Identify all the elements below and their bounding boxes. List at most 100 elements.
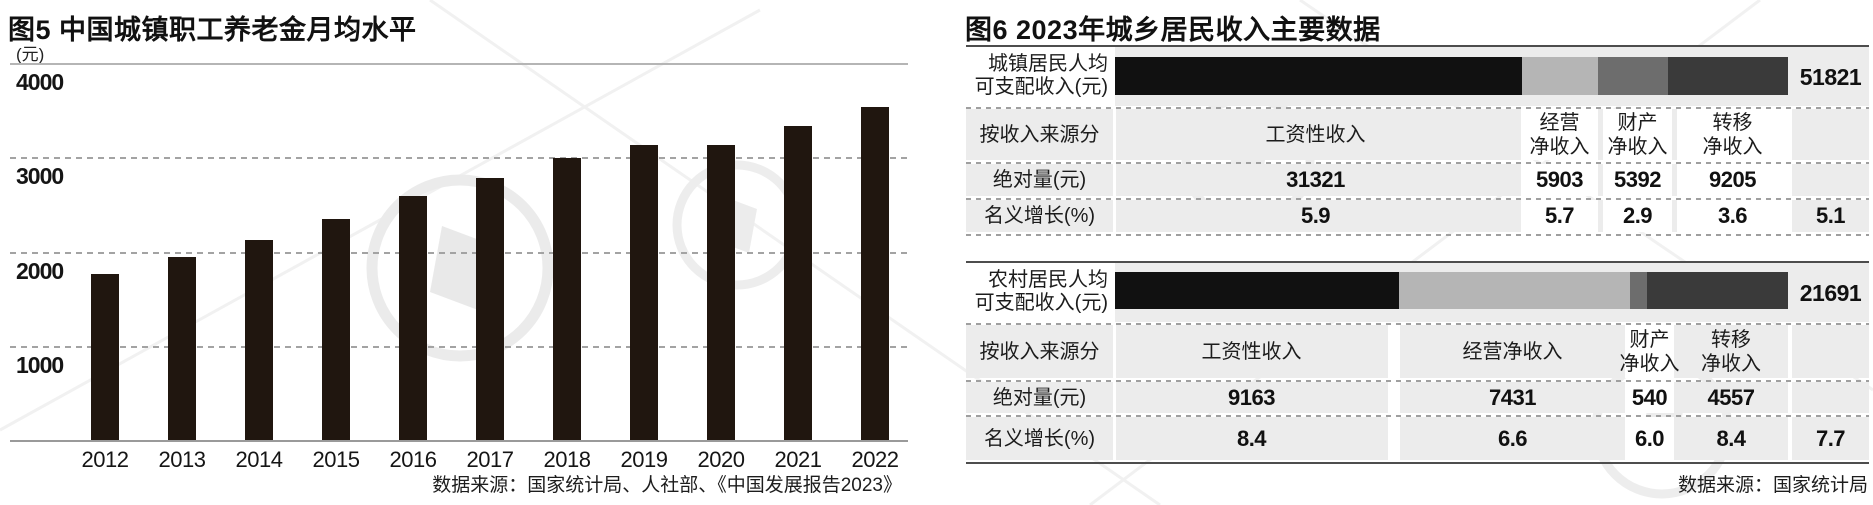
urban-growth-white-cell-5 <box>1788 200 1792 232</box>
urban-growth-white-cell-1 <box>1113 200 1116 232</box>
rural-growth-white-cell-3 <box>1625 417 1674 460</box>
urban-divider-2 <box>966 162 1869 164</box>
figure6-source-note: 数据来源：国家统计局 <box>1677 475 1868 496</box>
urban-source-column-header-4: 转移 净收入 <box>1702 112 1763 158</box>
year-label-2019: 2019 <box>620 447 668 472</box>
rural-header-white-cell-2 <box>1388 325 1400 378</box>
rural-source-column-header-3: 财产 净收入 <box>1619 329 1680 375</box>
watermark-logo-1 <box>366 174 554 362</box>
rural-abs-value-4: 4557 <box>1707 385 1755 410</box>
figure5-source-note: 数据来源：国家统计局、人社部、《中国发展报告2023》 <box>432 475 902 496</box>
year-label-2013: 2013 <box>158 447 206 472</box>
bar-2020 <box>707 145 735 440</box>
urban-header-row-label: 按收入来源分 <box>979 124 1100 146</box>
year-label-2020: 2020 <box>697 447 745 472</box>
urban-divider-1 <box>966 107 1869 109</box>
urban-abs-white-cell-2 <box>1521 164 1598 196</box>
year-label-2021: 2021 <box>774 447 822 472</box>
urban-growth-white-cell-2 <box>1521 200 1598 232</box>
ytick-label-3000: 3000 <box>16 163 64 189</box>
urban-source-column-header-1: 工资性收入 <box>1265 124 1366 146</box>
urban-bar-segment-2 <box>1521 57 1599 95</box>
rural-header-row-background <box>966 325 1869 378</box>
gridline-2000 <box>10 252 908 254</box>
urban-source-column-header-3: 财产 净收入 <box>1607 112 1668 158</box>
urban-bar-segment-1 <box>1115 57 1522 95</box>
rural-divider-3 <box>966 415 1869 417</box>
rural-divider-2 <box>966 380 1869 382</box>
figure5-title: 图5 中国城镇职工养老金月均水平 <box>8 15 417 45</box>
rural-abs-white-cell-3 <box>1625 382 1674 413</box>
gridline-1000 <box>10 346 908 348</box>
gridline-3000 <box>10 157 908 159</box>
bar-2022 <box>861 107 889 440</box>
axis-baseline <box>10 440 908 442</box>
rural-abs-white-cell-2 <box>1388 382 1400 413</box>
ytick-label-2000: 2000 <box>16 258 64 284</box>
year-label-2018: 2018 <box>543 447 591 472</box>
rural-bar-row-label: 农村居民人均 可支配收入(元) <box>974 269 1108 314</box>
rural-growth-white-cell-2 <box>1388 417 1400 460</box>
year-label-2015: 2015 <box>312 447 360 472</box>
urban-block-top-border <box>966 45 1869 47</box>
urban-abs-white-cell-5 <box>1788 164 1792 196</box>
urban-abs-value-4: 9205 <box>1709 167 1756 192</box>
urban-growth-value-1: 5.9 <box>1300 203 1331 228</box>
ytick-label-4000: 4000 <box>16 69 64 95</box>
year-label-2012: 2012 <box>81 447 129 472</box>
rural-growth-value-4: 8.4 <box>1716 426 1746 451</box>
urban-header-white-cell-2 <box>1521 109 1598 160</box>
axis-top-line <box>10 63 908 65</box>
rural-bar-segment-2 <box>1399 272 1630 309</box>
rural-block-top-border <box>966 261 1869 263</box>
figure5-unit-label: (元) <box>16 45 45 64</box>
urban-abs-white-cell-4 <box>1677 164 1788 196</box>
rural-divider-1 <box>966 323 1869 325</box>
rural-growth-value-1: 8.4 <box>1236 426 1267 451</box>
rural-abs-row-label: 绝对量(元) <box>992 387 1087 409</box>
urban-total-value: 51821 <box>1799 64 1862 90</box>
rural-header-row-label: 按收入来源分 <box>979 341 1100 363</box>
rural-growth-row-background <box>966 417 1869 460</box>
bar-2019 <box>630 145 658 440</box>
urban-abs-white-cell-3 <box>1603 164 1672 196</box>
urban-header-white-cell-3 <box>1603 109 1672 160</box>
urban-header-white-cell-5 <box>1788 109 1792 160</box>
rural-bar-segment-3 <box>1629 272 1647 309</box>
urban-growth-white-cell-3 <box>1603 200 1672 232</box>
rural-header-white-cell-1 <box>1113 325 1116 378</box>
rural-abs-value-1: 9163 <box>1228 385 1275 410</box>
bar-2014 <box>245 240 273 440</box>
urban-growth-value-4: 3.6 <box>1717 203 1748 228</box>
bar-2016 <box>399 196 427 440</box>
urban-abs-value-2: 5903 <box>1536 167 1583 192</box>
urban-block-bottom-divider <box>966 234 1869 236</box>
urban-abs-white-cell-1 <box>1113 164 1116 196</box>
bar-2018 <box>553 158 581 440</box>
urban-bar-row-label: 城镇居民人均 可支配收入(元) <box>974 53 1108 98</box>
rural-block-bottom-border <box>966 462 1869 464</box>
urban-source-column-header-2: 经营 净收入 <box>1529 112 1590 158</box>
rural-abs-white-cell-4 <box>1788 382 1792 413</box>
urban-growth-row-label: 名义增长(%) <box>983 205 1096 227</box>
urban-abs-value-1: 31321 <box>1286 167 1345 192</box>
figure6-title: 图6 2023年城乡居民收入主要数据 <box>965 15 1381 45</box>
urban-bar-segment-3 <box>1598 57 1669 95</box>
rural-source-column-header-2: 经营净收入 <box>1462 341 1563 363</box>
urban-divider-3 <box>966 198 1869 200</box>
ytick-label-1000: 1000 <box>16 352 64 378</box>
rural-abs-row-background <box>966 382 1869 413</box>
rural-header-white-cell-3 <box>1625 325 1674 378</box>
rural-total-value: 21691 <box>1799 280 1862 306</box>
urban-growth-white-cell-4 <box>1677 200 1788 232</box>
rural-header-white-cell-4 <box>1788 325 1792 378</box>
rural-source-column-header-1: 工资性收入 <box>1201 341 1302 363</box>
bar-2017 <box>476 178 504 440</box>
urban-growth-value-2: 5.7 <box>1544 203 1575 228</box>
year-label-2022: 2022 <box>851 447 899 472</box>
rural-abs-value-2: 7431 <box>1489 385 1536 410</box>
rural-bar-segment-4 <box>1646 272 1788 309</box>
urban-bar-segment-4 <box>1668 57 1788 95</box>
year-label-2014: 2014 <box>235 447 283 472</box>
